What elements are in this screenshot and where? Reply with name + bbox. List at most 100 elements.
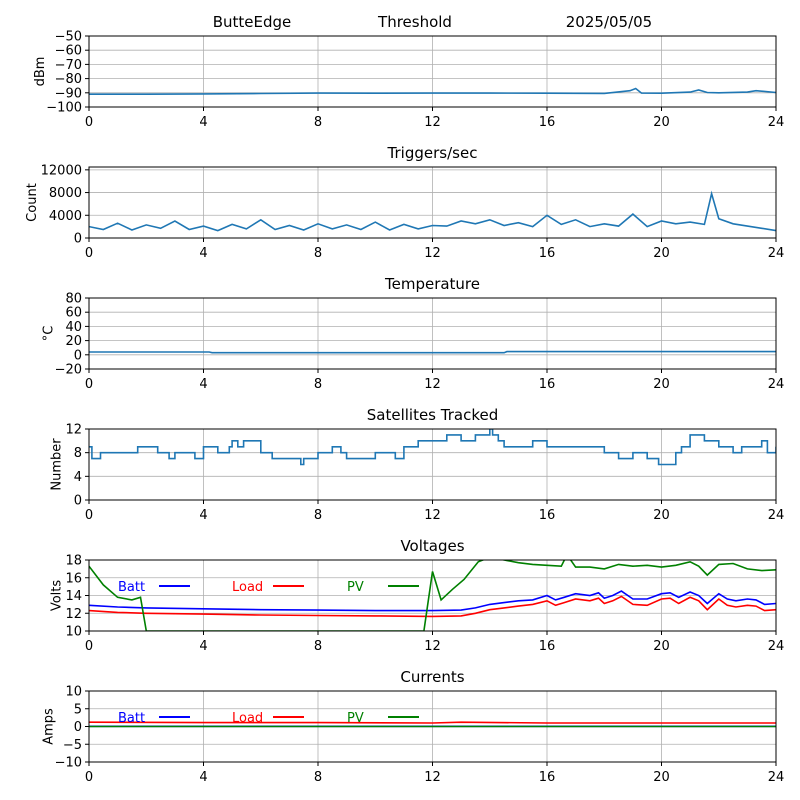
x-tick-label: 8 <box>314 115 322 130</box>
y-tick-label: −10 <box>55 756 82 771</box>
panel-triggers: 0 4 8 12 16 20 24 0 4000 8000 12000 Triggers/sec Cou… <box>25 144 784 261</box>
x-tick-label: 20 <box>653 115 670 130</box>
x-tick-label: 8 <box>314 246 322 261</box>
x-tick-label: 16 <box>539 508 556 523</box>
y-tick-label: 10 <box>65 625 82 640</box>
x-tick-label: 20 <box>653 246 670 261</box>
x-tick-label: 16 <box>539 246 556 261</box>
y-tick-label: −5 <box>63 738 82 753</box>
y-tick-label: −20 <box>55 363 82 378</box>
x-tick-label: 0 <box>85 246 93 261</box>
panel-satellites: 0 4 8 12 16 20 24 0 4 8 12 Satellites Tracked Number <box>50 406 785 523</box>
series-line-trace <box>89 190 776 232</box>
x-tick-label: 12 <box>424 770 441 785</box>
y-tick-label: 4000 <box>49 209 82 224</box>
y-tick-label: 20 <box>65 334 82 349</box>
x-tick-label: 4 <box>199 115 207 130</box>
legend-label-load: Load <box>232 711 263 726</box>
y-tick-label: 8 <box>74 446 82 461</box>
x-tick-label: 24 <box>768 639 785 654</box>
x-tick-label: 0 <box>85 508 93 523</box>
legend-label-pv: PV <box>347 711 364 726</box>
y-tick-label: 0 <box>74 232 82 247</box>
y-tick-label: 18 <box>65 554 82 569</box>
series-line-pv <box>89 560 776 631</box>
y-tick-label: 16 <box>65 571 82 586</box>
x-tick-label: 4 <box>199 508 207 523</box>
legend-label-batt: Batt <box>118 711 145 726</box>
y-axis-label: Volts <box>50 580 65 612</box>
x-tick-label: 24 <box>768 115 785 130</box>
y-tick-label: −90 <box>55 86 82 101</box>
x-tick-label: 16 <box>539 377 556 392</box>
y-tick-label: −100 <box>46 101 82 116</box>
y-tick-label: 12 <box>65 423 82 438</box>
panel-title: Currents <box>400 668 464 686</box>
panel-title: Satellites Tracked <box>367 406 498 424</box>
y-axis-label: °C <box>41 326 56 342</box>
x-tick-label: 12 <box>424 639 441 654</box>
x-tick-label: 20 <box>653 639 670 654</box>
y-tick-label: 0 <box>74 494 82 509</box>
y-tick-label: 80 <box>65 292 82 307</box>
y-tick-label: 0 <box>74 348 82 363</box>
header-station: ButteEdge <box>213 13 292 31</box>
y-tick-label: 12000 <box>41 163 82 178</box>
x-tick-label: 12 <box>424 115 441 130</box>
x-tick-label: 4 <box>199 770 207 785</box>
x-tick-label: 4 <box>199 639 207 654</box>
x-tick-label: 16 <box>539 770 556 785</box>
series-line-load <box>89 721 776 724</box>
header-date: 2025/05/05 <box>566 13 652 31</box>
y-tick-label: 8000 <box>49 186 82 201</box>
x-tick-label: 16 <box>539 639 556 654</box>
y-tick-label: 4 <box>74 470 82 485</box>
y-tick-label: 5 <box>74 702 82 717</box>
x-tick-label: 24 <box>768 377 785 392</box>
x-tick-label: 24 <box>768 508 785 523</box>
panel-voltages: Batt Load PV 0 4 8 12 16 20 24 10 12 14 16 18 Voltages V… <box>50 537 785 654</box>
legend-label-batt: Batt <box>118 580 145 595</box>
y-tick-label: 14 <box>65 589 82 604</box>
header-mode: Threshold <box>377 13 452 31</box>
series-line-load <box>89 595 776 618</box>
y-tick-label: −60 <box>55 44 82 59</box>
y-tick-label: 40 <box>65 320 82 335</box>
x-tick-label: 12 <box>424 377 441 392</box>
x-tick-label: 20 <box>653 508 670 523</box>
x-tick-label: 24 <box>768 770 785 785</box>
x-tick-label: 0 <box>85 639 93 654</box>
x-tick-label: 8 <box>314 770 322 785</box>
panel-title: Triggers/sec <box>387 144 478 162</box>
y-tick-label: 0 <box>74 720 82 735</box>
x-tick-label: 0 <box>85 115 93 130</box>
x-tick-label: 24 <box>768 246 785 261</box>
x-tick-label: 12 <box>424 246 441 261</box>
legend-label-load: Load <box>232 580 263 595</box>
panel-title: Voltages <box>400 537 464 555</box>
x-tick-label: 0 <box>85 377 93 392</box>
series-line-trace <box>89 87 776 95</box>
y-tick-label: −50 <box>55 30 82 45</box>
panel-currents: Batt Load PV 0 4 8 12 16 20 24 −10 −5 0 5 10 Currents Am… <box>41 668 784 785</box>
x-tick-label: 12 <box>424 508 441 523</box>
y-tick-label: 60 <box>65 306 82 321</box>
x-tick-label: 8 <box>314 508 322 523</box>
x-tick-label: 0 <box>85 770 93 785</box>
y-axis-label: dBm <box>33 57 48 87</box>
y-tick-label: 10 <box>65 685 82 700</box>
x-tick-label: 20 <box>653 770 670 785</box>
y-tick-label: −80 <box>55 72 82 87</box>
series-line-batt <box>89 590 776 612</box>
series-line-trace <box>89 350 776 354</box>
panel-threshold: 0 4 8 12 16 20 24 −100−90−80−70−60−50 dBm <box>33 30 784 131</box>
legend-label-pv: PV <box>347 580 364 595</box>
x-tick-label: 16 <box>539 115 556 130</box>
y-axis-label: Count <box>25 183 40 222</box>
y-tick-label: −70 <box>55 58 82 73</box>
x-tick-label: 4 <box>199 377 207 392</box>
y-axis-label: Amps <box>41 708 56 745</box>
panel-title: Temperature <box>384 275 480 293</box>
